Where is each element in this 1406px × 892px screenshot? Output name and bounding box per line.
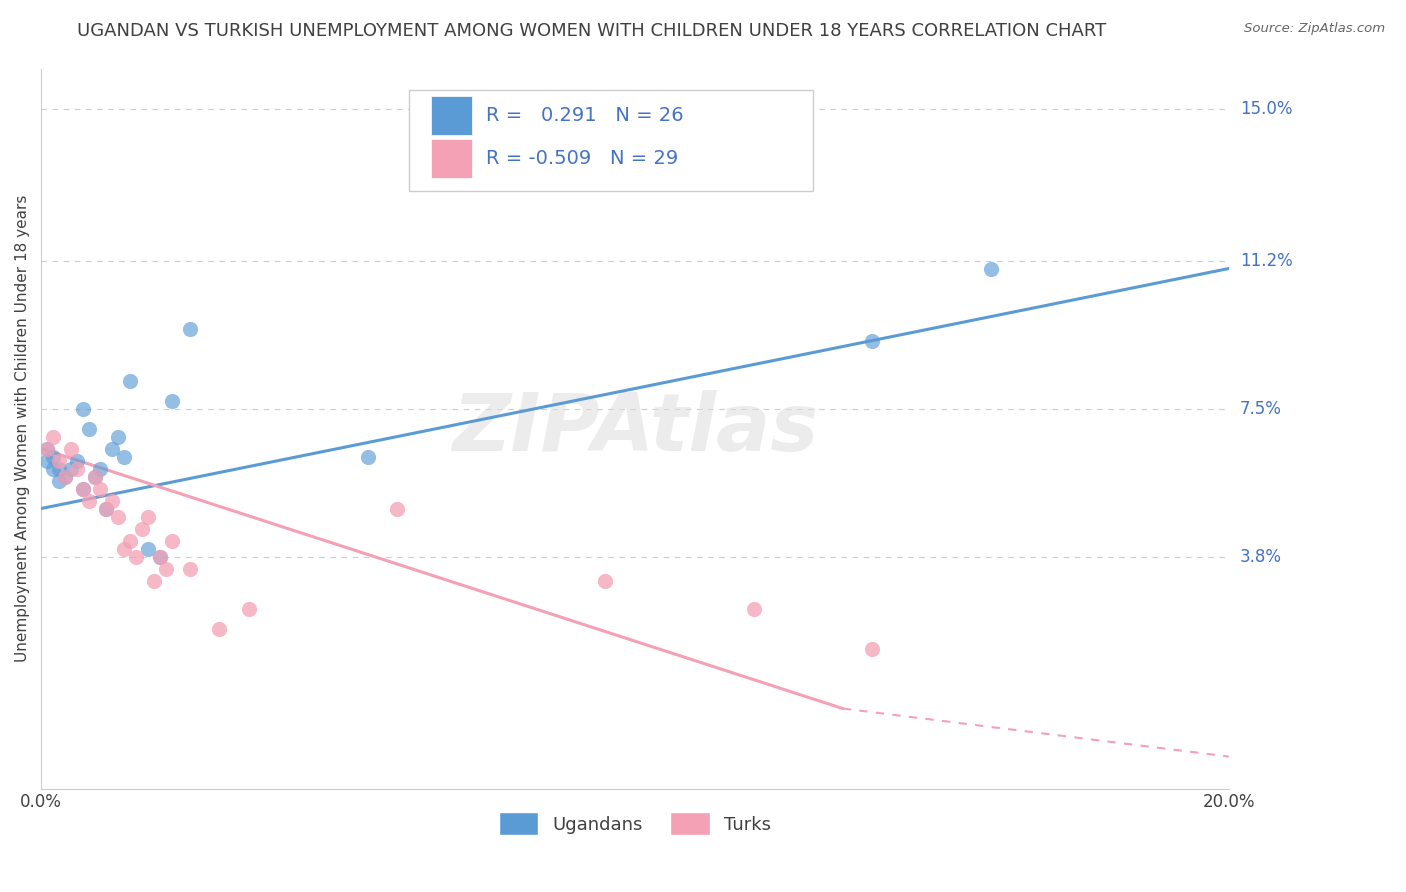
Point xyxy=(77,421,100,435)
Point xyxy=(112,450,135,464)
Point xyxy=(160,393,183,408)
Point xyxy=(179,561,201,575)
Point xyxy=(59,461,82,475)
Point xyxy=(53,469,76,483)
Point xyxy=(83,469,105,483)
FancyBboxPatch shape xyxy=(430,95,472,135)
Text: R = -0.509   N = 29: R = -0.509 N = 29 xyxy=(486,149,679,168)
Point xyxy=(160,533,183,548)
Point xyxy=(101,442,124,456)
Point xyxy=(107,509,129,524)
Point xyxy=(96,501,118,516)
Text: UGANDAN VS TURKISH UNEMPLOYMENT AMONG WOMEN WITH CHILDREN UNDER 18 YEARS CORRELA: UGANDAN VS TURKISH UNEMPLOYMENT AMONG WO… xyxy=(77,22,1107,40)
Point xyxy=(179,321,201,335)
Point xyxy=(72,482,94,496)
Point xyxy=(112,541,135,556)
Point xyxy=(101,493,124,508)
FancyBboxPatch shape xyxy=(409,90,813,191)
Text: Source: ZipAtlas.com: Source: ZipAtlas.com xyxy=(1244,22,1385,36)
Point xyxy=(387,501,409,516)
Point xyxy=(53,469,76,483)
Point xyxy=(48,453,70,467)
Point xyxy=(59,442,82,456)
Text: 3.8%: 3.8% xyxy=(1240,548,1282,566)
Point xyxy=(593,574,616,588)
Point xyxy=(980,261,1002,276)
Point xyxy=(149,549,172,564)
Point xyxy=(107,429,129,443)
Point xyxy=(77,493,100,508)
Point xyxy=(48,461,70,475)
Point xyxy=(48,474,70,488)
Point xyxy=(120,374,142,388)
Text: 15.0%: 15.0% xyxy=(1240,100,1292,118)
Point xyxy=(238,601,260,615)
Point xyxy=(72,401,94,416)
Point xyxy=(35,453,58,467)
Point xyxy=(42,429,65,443)
Text: 7.5%: 7.5% xyxy=(1240,400,1282,417)
Point xyxy=(125,549,148,564)
Text: ZIPAtlas: ZIPAtlas xyxy=(451,390,818,467)
FancyBboxPatch shape xyxy=(430,139,472,178)
Text: R =   0.291   N = 26: R = 0.291 N = 26 xyxy=(486,106,685,125)
Y-axis label: Unemployment Among Women with Children Under 18 years: Unemployment Among Women with Children U… xyxy=(15,194,30,662)
Point xyxy=(96,501,118,516)
Point xyxy=(42,450,65,464)
Point xyxy=(155,561,177,575)
Point xyxy=(136,509,159,524)
Point xyxy=(120,533,142,548)
Point xyxy=(131,522,153,536)
Point xyxy=(72,482,94,496)
Text: 11.2%: 11.2% xyxy=(1240,252,1292,269)
Point xyxy=(35,442,58,456)
Point xyxy=(862,334,884,348)
Point xyxy=(208,622,231,636)
Point xyxy=(89,461,111,475)
Point xyxy=(89,482,111,496)
Point xyxy=(35,442,58,456)
Point xyxy=(357,450,380,464)
Point xyxy=(862,641,884,656)
Point xyxy=(66,461,89,475)
Point xyxy=(742,601,765,615)
Point xyxy=(66,453,89,467)
Point xyxy=(42,461,65,475)
Legend: Ugandans, Turks: Ugandans, Turks xyxy=(489,803,780,845)
Point xyxy=(136,541,159,556)
Point xyxy=(142,574,165,588)
Point xyxy=(83,469,105,483)
Point xyxy=(149,549,172,564)
